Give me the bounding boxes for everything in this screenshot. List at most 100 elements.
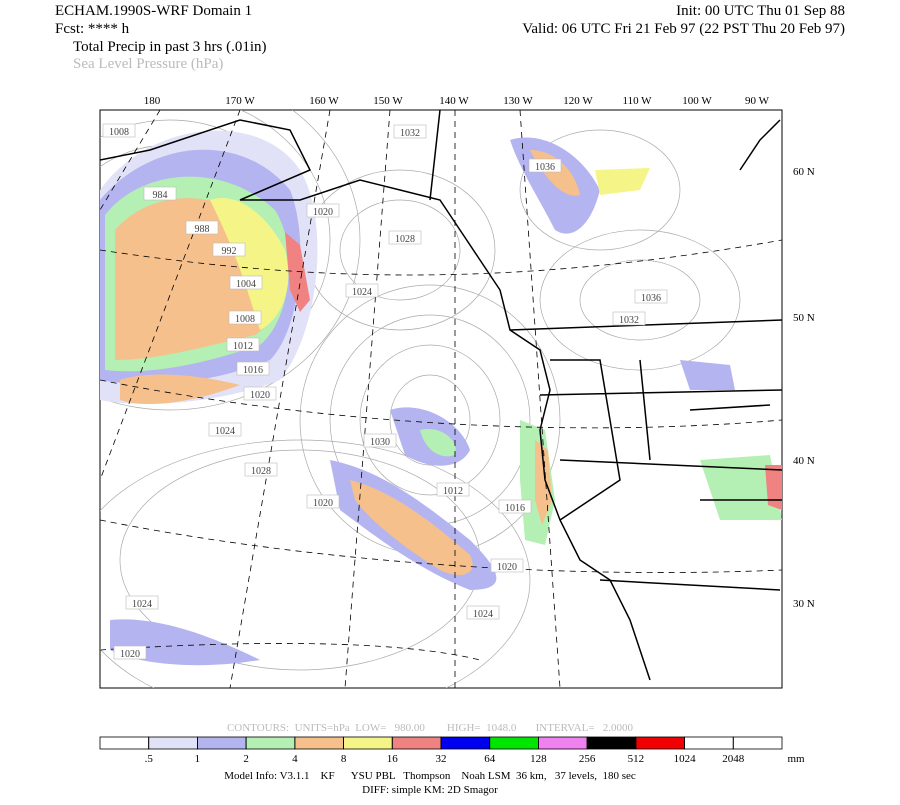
colorbar-label: 128	[530, 753, 547, 765]
contour-label: 988	[195, 224, 210, 235]
contour-label: 1032	[400, 128, 420, 139]
colorbar-box	[489, 736, 539, 750]
colorbar-box	[343, 736, 393, 750]
colorbar-box	[586, 736, 637, 750]
contour-label-box	[363, 433, 397, 448]
contour-label-box	[185, 220, 219, 235]
colorbar-box	[99, 736, 150, 750]
lon-label: 130 W	[503, 95, 533, 107]
contour-label: 1032	[619, 315, 639, 326]
contour-label: 1036	[535, 162, 555, 173]
contour-label-box	[498, 499, 532, 514]
contour-label-box	[306, 494, 340, 509]
field-label: Total Precip in past 3 hrs (.01in)	[73, 39, 267, 55]
colorbar-label: 16	[387, 753, 399, 765]
lon-label: 180	[144, 95, 161, 107]
contour-label: 1028	[395, 234, 415, 245]
colorbar-label: .5	[145, 753, 154, 765]
colorbar-label: 64	[484, 753, 496, 765]
graticule	[100, 110, 782, 688]
colorbar-label: 256	[579, 753, 596, 765]
contour-label: 1020	[497, 562, 517, 573]
colorbar-box	[391, 736, 442, 750]
contour-label-box	[125, 595, 159, 610]
colorbar-box	[635, 736, 685, 750]
contour-label: 1020	[120, 649, 140, 660]
lat-label: 60 N	[793, 166, 815, 178]
contour-label: 1024	[132, 599, 152, 610]
contour-label: 1008	[109, 127, 129, 138]
lon-label: 140 W	[439, 95, 469, 107]
contour-label: 1016	[243, 365, 263, 376]
lon-label: 100 W	[682, 95, 712, 107]
model-title: ECHAM.1990S-WRF Domain 1	[55, 3, 252, 19]
contour-label: 1020	[250, 390, 270, 401]
lat-label: 50 N	[793, 312, 815, 324]
colorbar-label: 32	[436, 753, 447, 765]
colorbar-box	[245, 736, 296, 750]
contour-label: 1030	[370, 437, 390, 448]
colorbar-box	[294, 736, 344, 750]
valid-time: Valid: 06 UTC Fri 21 Feb 97 (22 PST Thu …	[522, 21, 845, 37]
contour-label-box	[113, 645, 147, 660]
contour-label-box	[612, 311, 646, 326]
colorbar-label: 8	[341, 753, 347, 765]
footer-line: DIFF: simple KM: 2D Smagor	[362, 784, 498, 796]
contour-label: 1024	[352, 287, 372, 298]
contour-label: 984	[153, 190, 168, 201]
contour-label-box	[466, 605, 500, 620]
colorbar: .5 1 2 4 8 16 32 64 128 256 512 1024 2048 mm	[99, 736, 805, 765]
lat-label: 30 N	[793, 598, 815, 610]
lon-label: 110 W	[622, 95, 652, 107]
contour-label: 1036	[641, 293, 661, 304]
forecast-label: Fcst: **** h	[55, 21, 130, 37]
contour-label: 1028	[251, 466, 271, 477]
contour-label: 1008	[235, 314, 255, 325]
contour-label-box	[528, 158, 562, 173]
contour-label-box	[228, 310, 262, 325]
colorbar-label: 4	[292, 753, 298, 765]
colorbar-unit: mm	[787, 753, 805, 765]
colorbar-label: 1	[195, 753, 201, 765]
contour-label-box	[102, 123, 136, 138]
contour-label: 1020	[313, 498, 333, 509]
contour-label-box	[212, 242, 246, 257]
contour-label-box	[306, 203, 340, 218]
lon-label: 170 W	[225, 95, 255, 107]
contour-label-box	[143, 186, 177, 201]
colorbar-box	[197, 736, 247, 750]
colorbar-box	[148, 736, 198, 750]
colorbar-box	[440, 736, 491, 750]
init-time: Init: 00 UTC Thu 01 Sep 88	[676, 3, 845, 19]
contour-label-box	[490, 558, 524, 573]
overlay-label: Sea Level Pressure (hPa)	[73, 56, 223, 72]
contour-label-box	[393, 124, 427, 139]
contour-label-box	[388, 230, 422, 245]
contour-label-box	[229, 275, 263, 290]
contour-label-box	[208, 422, 242, 437]
colorbar-label: 1024	[674, 753, 697, 765]
colorbar-box	[732, 736, 783, 750]
colorbar-label: 2048	[722, 753, 745, 765]
contour-label: 1012	[443, 486, 463, 497]
map: 1008 984 988 992 1004 1008 1012 1016 1020 1024 102…	[99, 109, 783, 689]
colorbar-box	[684, 736, 734, 750]
contour-label: 1024	[215, 426, 235, 437]
contour-label-box	[244, 462, 278, 477]
contour-label: 1016	[505, 503, 525, 514]
contour-label-box	[436, 482, 470, 497]
contour-label-box	[345, 283, 379, 298]
contour-label: 1012	[233, 341, 253, 352]
contour-label-box	[634, 289, 668, 304]
contour-label-box	[226, 337, 260, 352]
lon-label: 150 W	[373, 95, 403, 107]
contour-label-box	[243, 386, 277, 401]
contour-label-box	[236, 361, 270, 376]
contour-info: CONTOURS: UNITS=hPa LOW= 980.00 HIGH= 10…	[227, 722, 634, 734]
lon-label: 160 W	[309, 95, 339, 107]
colorbar-box	[538, 736, 588, 750]
contour-label: 1020	[313, 207, 333, 218]
lon-label: 120 W	[563, 95, 593, 107]
colorbar-label: 2	[243, 753, 249, 765]
